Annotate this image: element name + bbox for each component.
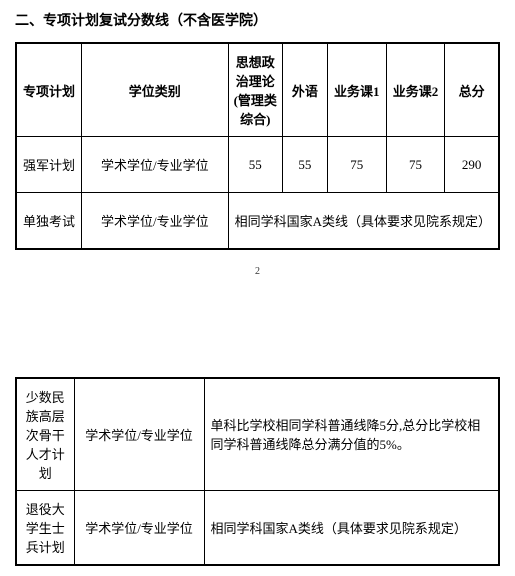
header-politics: 思想政治理论(管理类综合) [228,43,282,137]
table-row: 少数民族高层次骨干人才计划 学术学位/专业学位 单科比学校相同学科普通线降5分,… [16,378,499,491]
header-course2: 业务课2 [386,43,445,137]
table-header-row: 专项计划 学位类别 思想政治理论(管理类综合) 外语 业务课1 业务课2 总分 [16,43,499,137]
header-plan: 专项计划 [16,43,81,137]
header-total: 总分 [445,43,499,137]
cell-course2: 75 [386,137,445,193]
cell-note: 相同学科国家A类线（具体要求见院系规定） [204,490,499,565]
cell-plan: 强军计划 [16,137,81,193]
header-foreign: 外语 [282,43,327,137]
cell-degree: 学术学位/专业学位 [74,490,204,565]
cell-course1: 75 [327,137,386,193]
score-table-1: 专项计划 学位类别 思想政治理论(管理类综合) 外语 业务课1 业务课2 总分 … [15,42,500,250]
cell-degree: 学术学位/专业学位 [81,137,228,193]
cell-total: 290 [445,137,499,193]
cell-note: 相同学科国家A类线（具体要求见院系规定） [228,193,499,249]
score-table-2: 少数民族高层次骨干人才计划 学术学位/专业学位 单科比学校相同学科普通线降5分,… [15,377,500,566]
page-number: 2 [15,266,500,277]
cell-note: 单科比学校相同学科普通线降5分,总分比学校相同学科普通线降总分满分值的5%。 [204,378,499,491]
cell-degree: 学术学位/专业学位 [81,193,228,249]
table-row: 强军计划 学术学位/专业学位 55 55 75 75 290 [16,137,499,193]
cell-foreign: 55 [282,137,327,193]
cell-plan: 少数民族高层次骨干人才计划 [16,378,74,491]
cell-politics: 55 [228,137,282,193]
section-title: 二、专项计划复试分数线（不含医学院） [15,10,500,30]
cell-degree: 学术学位/专业学位 [74,378,204,491]
cell-plan: 退役大学生士兵计划 [16,490,74,565]
cell-plan: 单独考试 [16,193,81,249]
table-row: 单独考试 学术学位/专业学位 相同学科国家A类线（具体要求见院系规定） [16,193,499,249]
table-row: 退役大学生士兵计划 学术学位/专业学位 相同学科国家A类线（具体要求见院系规定） [16,490,499,565]
header-degree: 学位类别 [81,43,228,137]
header-course1: 业务课1 [327,43,386,137]
